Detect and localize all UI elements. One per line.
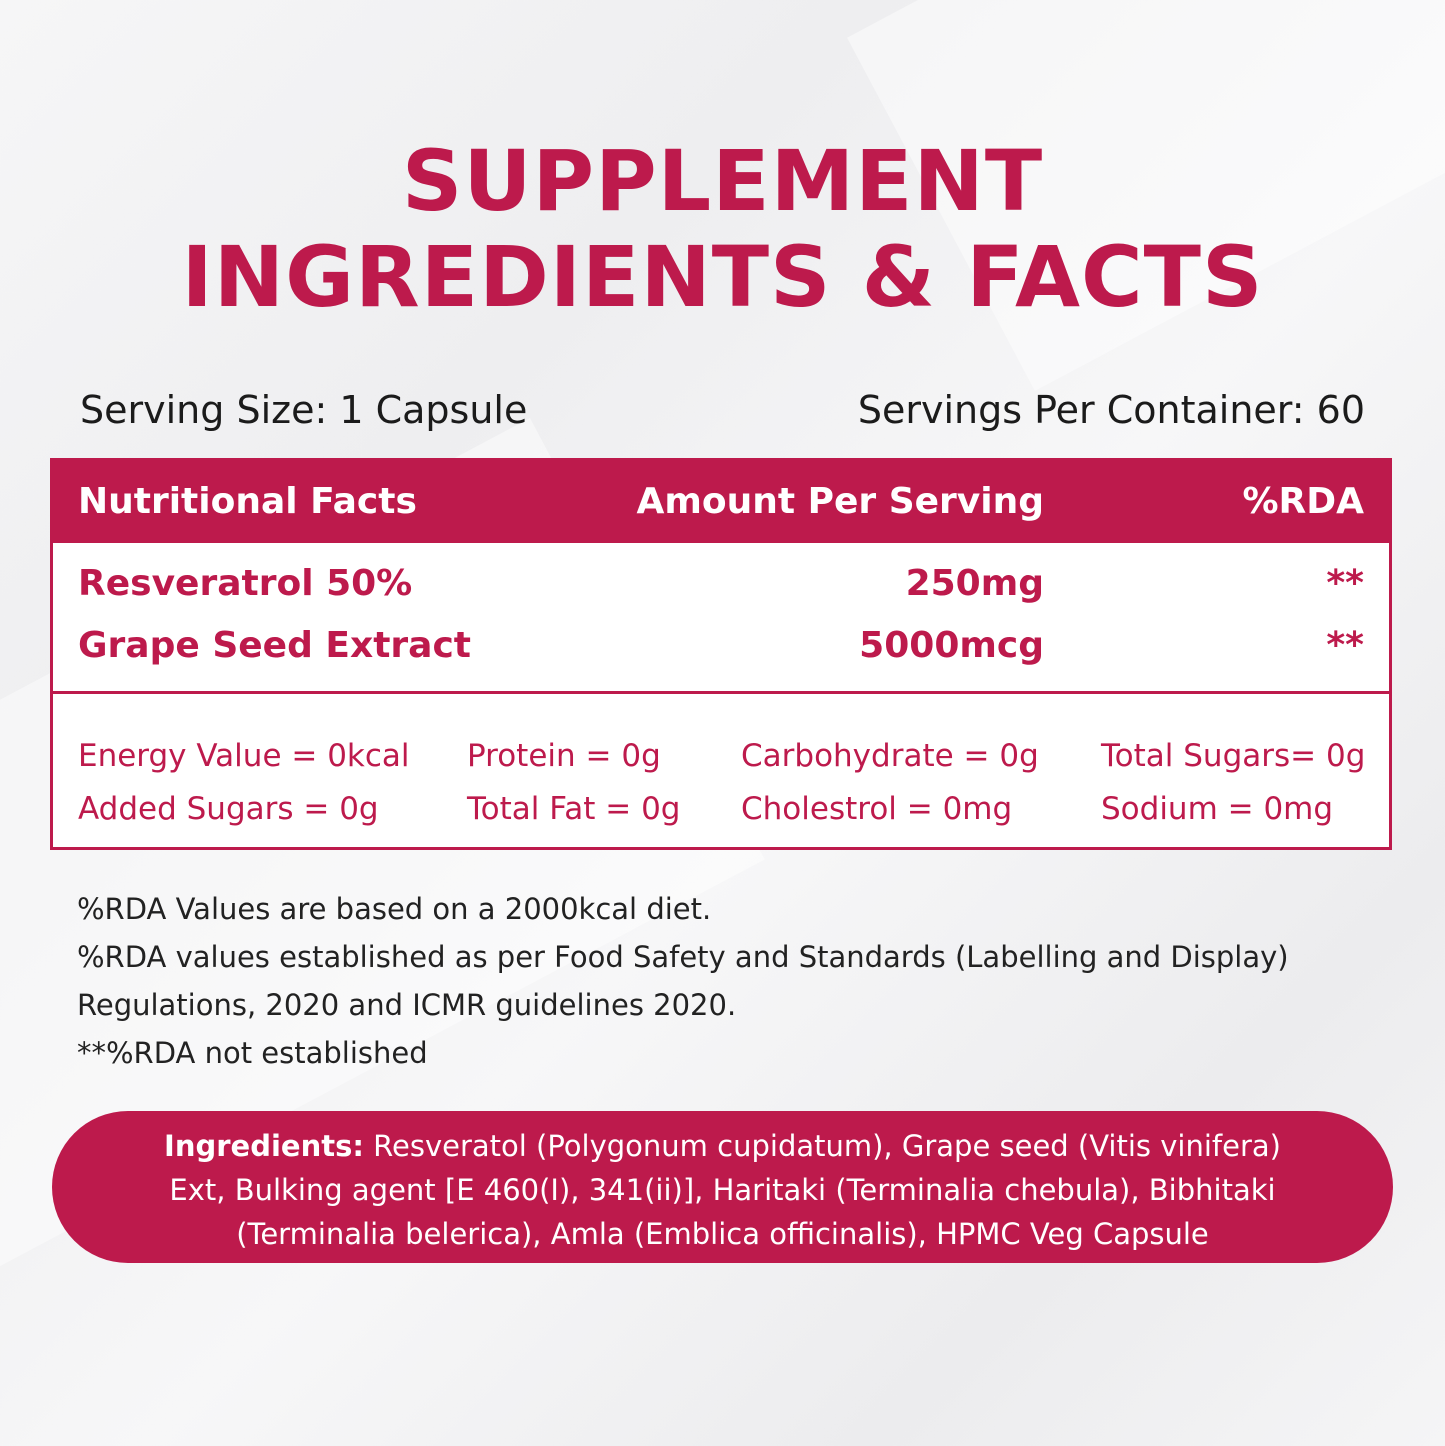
row-rda: ** [1326,563,1364,604]
nutrient-carbohydrate: Carbohydrate = 0g [741,738,1039,774]
row-name: Resveratrol 50% [78,563,413,604]
title-line-2: INGREDIENTS & FACTS [181,228,1264,326]
row-rda: ** [1326,625,1364,666]
ingredients-text: Resveratol (Polygonum cupidatum), Grape … [169,1129,1281,1251]
note-rda-basis: %RDA Values are based on a 2000kcal diet… [77,892,712,926]
table-divider [53,691,1389,694]
ingredients-label: Ingredients: [164,1129,364,1163]
nutrient-sodium: Sodium = 0mg [1101,791,1334,827]
header-rda: %RDA [1242,481,1364,522]
table-header: Nutritional Facts Amount Per Serving %RD… [53,461,1389,543]
title-line-1: SUPPLEMENT [401,132,1044,230]
header-nutritional-facts: Nutritional Facts [78,481,417,522]
header-amount-per-serving: Amount Per Serving [636,481,1045,522]
row-amount: 250mg [905,563,1044,604]
nutrient-cholesterol: Cholestrol = 0mg [741,791,1013,827]
row-name: Grape Seed Extract [78,625,471,666]
note-rda-not-established: **%RDA not established [77,1036,428,1070]
serving-size: Serving Size: 1 Capsule [80,388,528,432]
nutrition-table: Nutritional Facts Amount Per Serving %RD… [50,458,1392,850]
servings-per-container: Servings Per Container: 60 [857,388,1365,432]
nutrient-total-sugars: Total Sugars= 0g [1101,738,1366,774]
nutrient-total-fat: Total Fat = 0g [467,791,681,827]
note-rda-established: %RDA values established as per Food Safe… [77,940,1289,974]
ingredients-banner: Ingredients: Resveratol (Polygonum cupid… [52,1111,1393,1263]
nutrient-energy: Energy Value = 0kcal [78,738,410,774]
nutrient-added-sugars: Added Sugars = 0g [78,791,379,827]
note-regulations: Regulations, 2020 and ICMR guidelines 20… [77,988,737,1022]
nutrient-protein: Protein = 0g [467,738,661,774]
row-amount: 5000mcg [859,625,1044,666]
